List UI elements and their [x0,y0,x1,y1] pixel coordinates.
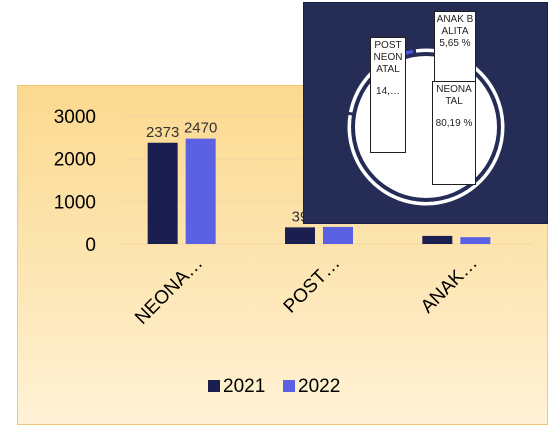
pie-label-post-neonatal: POST NEONATAL 14,… [370,37,406,153]
pie-chart-panel: POST NEONATAL 14,… ANAK BALITA 5,65 % NE… [303,2,548,224]
bar-2021-0 [147,142,178,244]
legend-swatch-2022 [283,380,295,392]
data-label-2022-0: 2470 [184,120,217,137]
x-tick-label-0: NEONA… [131,253,207,329]
pie-chart [344,45,508,209]
y-tick-label-2: 2000 [54,150,96,171]
legend-label-2021: 2021 [223,376,265,397]
x-tick-label-2: ANAK… [417,253,482,318]
bar-2022-0 [185,138,216,244]
legend-swatch-2021 [208,380,220,392]
y-tick-label-1: 1000 [54,192,96,213]
bar-2022-1 [323,226,353,244]
data-label-2021-0: 2373 [146,124,179,141]
x-tick-label-1: POST… [280,253,345,318]
legend-label-2022: 2022 [298,376,340,397]
y-tick-label-3: 3000 [54,107,96,128]
bar-2022-2 [460,237,491,244]
bar-2021-2 [422,235,453,244]
y-tick-label-0: 0 [85,235,96,256]
bar-2021-1 [285,227,315,244]
pie-label-neonatal: NEONATAL 80,19 % [432,81,476,185]
